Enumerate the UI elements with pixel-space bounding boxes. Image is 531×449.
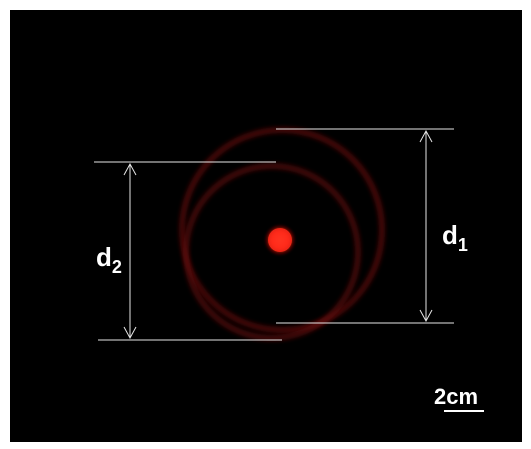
inner-ring — [183, 163, 361, 341]
diffraction-ring-figure: d2 d1 2cm — [94, 127, 484, 412]
d1-top-arrowhead — [419, 129, 433, 143]
central-spot-core — [268, 228, 292, 252]
d2-label: d2 — [96, 242, 122, 277]
d1-label: d1 — [442, 220, 468, 255]
scale-bar-label: 2cm — [434, 384, 478, 409]
photo-frame: d2 d1 2cm — [10, 10, 522, 442]
outer-ring — [179, 127, 385, 333]
d2-bottom-arrowhead — [123, 326, 137, 340]
d1-bottom-arrowhead — [419, 309, 433, 323]
d2-top-arrowhead — [123, 162, 137, 176]
